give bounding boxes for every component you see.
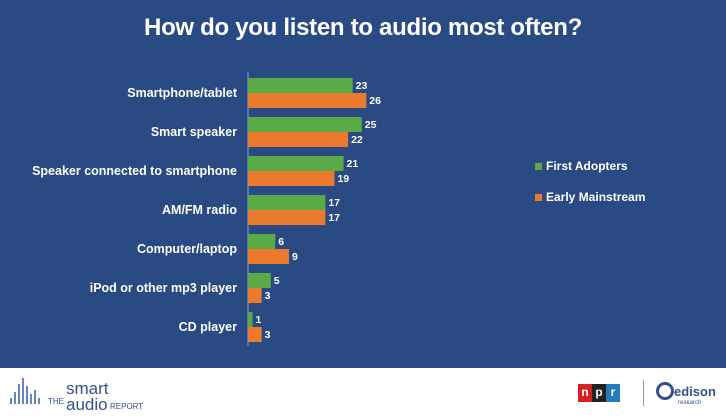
category-label: AM/FM radio — [162, 203, 237, 217]
bar — [248, 93, 367, 108]
data-label: 6 — [278, 236, 284, 248]
bar — [248, 132, 349, 147]
data-label: 26 — [369, 95, 381, 107]
legend-swatch — [535, 163, 542, 170]
data-label: 9 — [292, 251, 298, 263]
npr-logo: n p r — [578, 384, 620, 402]
chart-title: How do you listen to audio most often? — [144, 14, 582, 41]
bar — [248, 78, 353, 93]
data-label: 5 — [274, 275, 280, 287]
npr-letter-p: p — [592, 384, 606, 402]
data-label: 22 — [351, 134, 363, 146]
category-label: iPod or other mp3 player — [90, 281, 237, 295]
logo-smart: smart — [66, 379, 109, 398]
legend-label: Early Mainstream — [546, 190, 645, 204]
data-label: 3 — [265, 290, 271, 302]
npr-letter-n: n — [578, 384, 592, 402]
bar — [248, 312, 253, 327]
data-label: 17 — [328, 197, 340, 209]
bar — [248, 210, 326, 225]
category-label: Speaker connected to smartphone — [32, 164, 237, 178]
logo-report: REPORT — [110, 402, 144, 411]
logo-the: THE — [48, 397, 64, 406]
category-label: Smart speaker — [151, 125, 237, 139]
category-label: CD player — [179, 320, 237, 334]
bar — [248, 195, 326, 210]
bar — [248, 156, 344, 171]
edison-research-logo: edison research — [656, 378, 718, 412]
edison-mark-icon — [656, 382, 674, 400]
footer: THE smart audio REPORT n p r edison rese… — [0, 368, 726, 420]
edison-sub: research — [678, 400, 702, 406]
edison-name: edison — [674, 384, 716, 399]
category-label: Computer/laptop — [137, 242, 237, 256]
bar — [248, 234, 276, 249]
legend-label: First Adopters — [546, 159, 628, 173]
chart-panel — [0, 0, 726, 368]
data-label: 25 — [365, 119, 377, 131]
data-label: 17 — [328, 212, 340, 224]
footer-divider — [643, 380, 644, 406]
data-label: 19 — [337, 173, 349, 185]
npr-letter-r: r — [606, 384, 620, 402]
category-label: Smartphone/tablet — [127, 86, 238, 100]
data-label: 1 — [256, 314, 262, 326]
bar — [248, 117, 362, 132]
data-label: 21 — [347, 158, 359, 170]
data-label: 3 — [265, 329, 271, 341]
sound-wave-icon — [8, 378, 54, 412]
logo-audio: audio — [66, 395, 108, 414]
bar — [248, 249, 289, 264]
bar — [248, 288, 262, 303]
bar — [248, 327, 262, 342]
legend-swatch — [535, 194, 542, 201]
data-label: 23 — [356, 80, 368, 92]
smart-audio-report-logo: THE smart audio REPORT — [8, 378, 148, 414]
bar — [248, 171, 335, 186]
bar — [248, 273, 271, 288]
